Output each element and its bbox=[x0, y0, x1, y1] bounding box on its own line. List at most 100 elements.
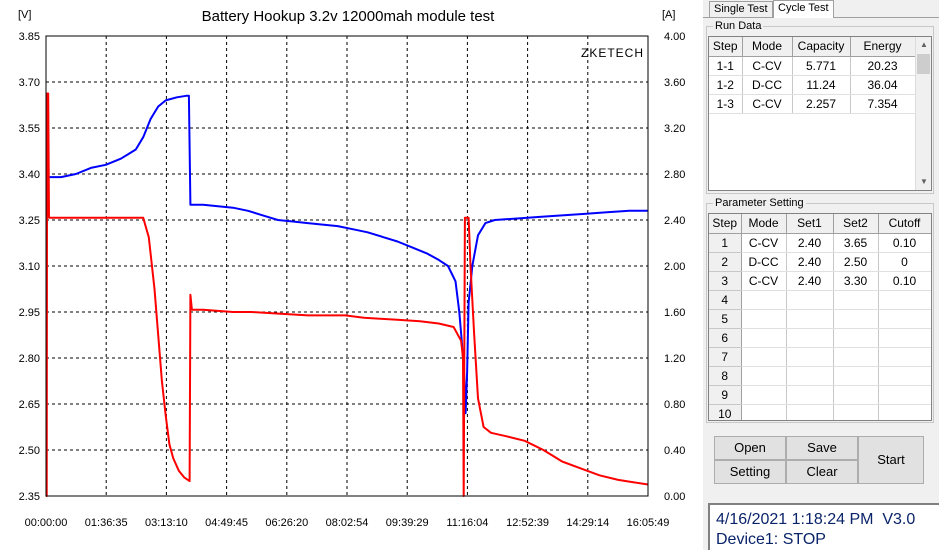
param-cell-mode[interactable]: D-CC bbox=[741, 252, 787, 272]
tab-single-test[interactable]: Single Test bbox=[709, 1, 773, 17]
param-cell-step[interactable]: 8 bbox=[709, 366, 742, 386]
param-cell-set2[interactable] bbox=[833, 404, 879, 420]
table-row[interactable]: 2 D-CC 2.40 2.50 0 bbox=[709, 252, 931, 272]
save-button[interactable]: Save bbox=[786, 436, 858, 460]
run-cell-mode[interactable]: C-CV bbox=[742, 56, 793, 76]
scroll-up-icon[interactable]: ▲ bbox=[920, 40, 928, 49]
voltage-series-line bbox=[46, 94, 648, 415]
param-cell-cutoff[interactable] bbox=[878, 309, 931, 329]
table-row[interactable]: 1 C-CV 2.40 3.65 0.10 bbox=[709, 233, 931, 253]
param-cell-cutoff[interactable] bbox=[878, 328, 931, 348]
x-tick-label: 09:39:29 bbox=[386, 517, 429, 529]
param-cell-cutoff[interactable] bbox=[878, 385, 931, 405]
param-cell-step[interactable]: 9 bbox=[709, 385, 742, 405]
param-cell-step[interactable]: 4 bbox=[709, 290, 742, 310]
param-cell-set1[interactable]: 2.40 bbox=[786, 233, 834, 253]
open-button[interactable]: Open bbox=[714, 436, 786, 460]
run-cell-energy[interactable]: 36.04 bbox=[850, 75, 916, 95]
param-cell-mode[interactable] bbox=[741, 309, 787, 329]
table-row[interactable]: 4 bbox=[709, 290, 931, 310]
run-cell-mode[interactable]: C-CV bbox=[742, 94, 793, 114]
table-row[interactable]: 6 bbox=[709, 328, 931, 348]
param-cell-step[interactable]: 7 bbox=[709, 347, 742, 367]
start-button[interactable]: Start bbox=[858, 436, 924, 484]
param-cell-cutoff[interactable]: 0.10 bbox=[878, 233, 931, 253]
run-cell-step[interactable]: 1-2 bbox=[709, 75, 743, 95]
right-tick-label: 2.00 bbox=[664, 261, 685, 273]
param-cell-set1[interactable] bbox=[786, 385, 834, 405]
table-row[interactable]: 1-1 C-CV 5.771 20.23 bbox=[709, 56, 916, 76]
param-cell-mode[interactable] bbox=[741, 366, 787, 386]
run-cell-step[interactable]: 1-3 bbox=[709, 94, 743, 114]
param-cell-mode[interactable] bbox=[741, 404, 787, 420]
run-data-scrollbar[interactable]: ▲ ▼ bbox=[915, 37, 931, 190]
run-cell-capacity[interactable]: 5.771 bbox=[792, 56, 851, 76]
current-series-line bbox=[45, 92, 649, 497]
left-tick-label: 2.65 bbox=[19, 399, 40, 411]
param-cell-cutoff[interactable] bbox=[878, 290, 931, 310]
table-row[interactable]: 10 bbox=[709, 404, 931, 420]
param-cell-set1[interactable]: 2.40 bbox=[786, 252, 834, 272]
param-cell-set2[interactable]: 3.30 bbox=[833, 271, 879, 291]
param-cell-set1[interactable] bbox=[786, 366, 834, 386]
table-row[interactable]: 3 C-CV 2.40 3.30 0.10 bbox=[709, 271, 931, 291]
run-cell-mode[interactable]: D-CC bbox=[742, 75, 793, 95]
param-cell-mode[interactable] bbox=[741, 328, 787, 348]
run-col-energy: Energy bbox=[850, 37, 916, 57]
param-cell-set2[interactable] bbox=[833, 347, 879, 367]
param-cell-set2[interactable] bbox=[833, 366, 879, 386]
param-cell-step[interactable]: 6 bbox=[709, 328, 742, 348]
param-cell-cutoff[interactable] bbox=[878, 404, 931, 420]
run-cell-energy[interactable]: 7.354 bbox=[850, 94, 916, 114]
param-cell-set2[interactable] bbox=[833, 328, 879, 348]
param-cell-step[interactable]: 1 bbox=[709, 233, 742, 253]
chart-title: Battery Hookup 3.2v 12000mah module test bbox=[202, 8, 496, 25]
param-cell-mode[interactable]: C-CV bbox=[741, 271, 787, 291]
param-cell-cutoff[interactable] bbox=[878, 347, 931, 367]
run-cell-step[interactable]: 1-1 bbox=[709, 56, 743, 76]
param-cell-set1[interactable] bbox=[786, 328, 834, 348]
param-cell-set1[interactable] bbox=[786, 347, 834, 367]
param-cell-set2[interactable] bbox=[833, 385, 879, 405]
scroll-thumb[interactable] bbox=[917, 54, 930, 74]
param-cell-mode[interactable]: C-CV bbox=[741, 233, 787, 253]
run-cell-energy[interactable]: 20.23 bbox=[850, 56, 916, 76]
param-cell-set2[interactable]: 2.50 bbox=[833, 252, 879, 272]
param-cell-set1[interactable] bbox=[786, 404, 834, 420]
run-cell-capacity[interactable]: 11.24 bbox=[792, 75, 851, 95]
parameter-grid[interactable]: Step Mode Set1 Set2 Cutoff 1 C-CV 2.40 3.65 0.10… bbox=[708, 213, 932, 421]
param-cell-set2[interactable]: 3.65 bbox=[833, 233, 879, 253]
table-row[interactable]: 9 bbox=[709, 385, 931, 405]
table-row[interactable]: 7 bbox=[709, 347, 931, 367]
table-row[interactable]: 5 bbox=[709, 309, 931, 329]
run-col-step: Step bbox=[709, 37, 743, 57]
param-cell-set2[interactable] bbox=[833, 290, 879, 310]
run-data-grid[interactable]: Step Mode Capacity Energy 1-1 C-CV 5.771 20.23… bbox=[708, 36, 932, 191]
tab-cycle-test[interactable]: Cycle Test bbox=[773, 0, 834, 18]
param-cell-mode[interactable] bbox=[741, 290, 787, 310]
param-cell-step[interactable]: 5 bbox=[709, 309, 742, 329]
setting-button[interactable]: Setting bbox=[714, 460, 786, 484]
param-cell-mode[interactable] bbox=[741, 385, 787, 405]
table-row[interactable]: 1-3 C-CV 2.257 7.354 bbox=[709, 94, 916, 114]
param-cell-cutoff[interactable]: 0 bbox=[878, 252, 931, 272]
left-axis-unit: [V] bbox=[18, 9, 31, 21]
left-tick-label: 3.70 bbox=[19, 77, 40, 89]
table-row[interactable]: 1-2 D-CC 11.24 36.04 bbox=[709, 75, 916, 95]
param-cell-step[interactable]: 3 bbox=[709, 271, 742, 291]
param-cell-cutoff[interactable]: 0.10 bbox=[878, 271, 931, 291]
param-cell-mode[interactable] bbox=[741, 347, 787, 367]
param-cell-step[interactable]: 10 bbox=[709, 404, 742, 420]
param-cell-set1[interactable]: 2.40 bbox=[786, 271, 834, 291]
param-cell-set1[interactable] bbox=[786, 309, 834, 329]
param-cell-step[interactable]: 2 bbox=[709, 252, 742, 272]
clear-button[interactable]: Clear bbox=[786, 460, 858, 484]
right-tick-label: 1.60 bbox=[664, 307, 685, 319]
param-cell-cutoff[interactable] bbox=[878, 366, 931, 386]
table-row[interactable]: 8 bbox=[709, 366, 931, 386]
run-cell-capacity[interactable]: 2.257 bbox=[792, 94, 851, 114]
scroll-down-icon[interactable]: ▼ bbox=[920, 177, 928, 186]
tab-strip: Single Test Cycle Test bbox=[703, 0, 939, 18]
param-cell-set2[interactable] bbox=[833, 309, 879, 329]
param-cell-set1[interactable] bbox=[786, 290, 834, 310]
